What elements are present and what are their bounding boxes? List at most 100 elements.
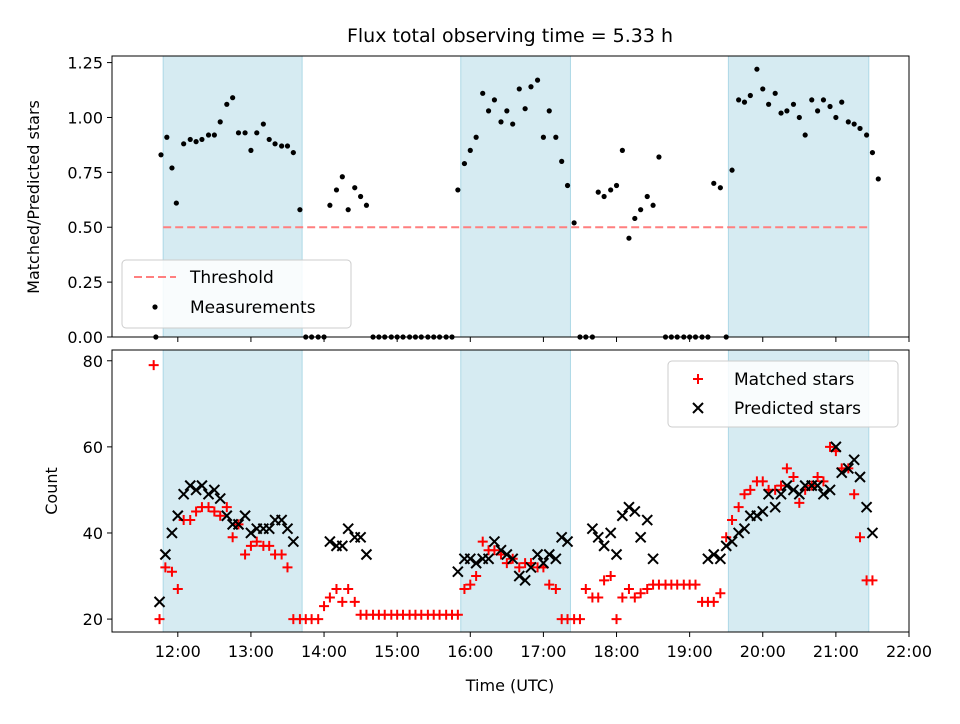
matched-star-point <box>514 562 525 573</box>
predicted-star-point-mark <box>641 514 653 526</box>
predicted-star-point-mark <box>623 501 635 513</box>
measurement-point <box>169 165 175 171</box>
measurement-point <box>461 160 468 167</box>
matched-star-point-mark <box>776 480 787 491</box>
predicted-star-point-mark <box>275 514 288 526</box>
predicted-star-point-mark <box>604 527 617 539</box>
predicted-star-point-mark <box>732 527 745 539</box>
predicted-star-point <box>793 488 806 500</box>
predicted-star-point-mark <box>360 548 373 561</box>
predicted-star-point <box>610 548 623 561</box>
predicted-star-point <box>482 553 495 565</box>
matched-star-point <box>642 583 653 594</box>
predicted-star-point-mark <box>354 531 367 543</box>
predicted-star-point-mark <box>263 522 275 535</box>
predicted-star-point-mark <box>757 505 769 518</box>
matched-star-point-mark <box>818 476 829 487</box>
legend-matched-marker-mark <box>693 374 703 384</box>
predicted-star-point-mark <box>769 501 781 513</box>
predicted-star-point <box>726 535 738 548</box>
measurement-point <box>553 134 559 140</box>
measurement-point <box>559 158 565 164</box>
predicted-star-point-mark <box>781 479 793 492</box>
predicted-star-point-mark <box>342 522 354 535</box>
predicted-star-point-mark <box>586 522 599 535</box>
matched-star-point <box>215 510 226 521</box>
measurement-point <box>796 114 802 121</box>
predicted-star-point-mark <box>714 553 727 565</box>
legend-predicted-marker-mark <box>692 402 704 414</box>
predicted-star-point <box>775 488 787 500</box>
matched-star-point <box>788 472 799 483</box>
bottom-x-tick-label: 18:00 <box>593 642 639 661</box>
bottom-legend-box <box>667 360 899 428</box>
predicted-star-point-mark <box>495 544 507 556</box>
matched-star-point-mark <box>611 614 622 625</box>
bottom-x-tick-label: 20:00 <box>740 642 786 661</box>
predicted-star-point <box>592 531 604 543</box>
measurement-point <box>181 141 187 147</box>
bottom-x-tick-label: 15:00 <box>374 642 420 661</box>
measurement-point <box>564 182 571 189</box>
predicted-star-point-mark <box>751 510 763 522</box>
predicted-star-point-mark <box>190 484 202 496</box>
measurement-point <box>827 103 833 110</box>
measurement-point <box>217 119 223 125</box>
top-shaded-region <box>460 55 571 338</box>
top-axes-frame <box>111 55 910 338</box>
measurement-point <box>747 92 753 99</box>
measurement-point <box>601 193 607 200</box>
measurement-point <box>164 134 170 140</box>
predicted-star-point <box>324 535 336 548</box>
predicted-star-point-mark <box>452 566 464 578</box>
measurement-point <box>266 136 272 143</box>
matched-star-point <box>203 502 214 513</box>
matched-star-point-mark <box>337 596 348 607</box>
matched-star-point <box>331 583 342 594</box>
measurement-point <box>193 139 199 145</box>
matched-star-point <box>245 540 256 551</box>
top-y-axis-ticks: 0.00 0.25 0.50 0.75 1.00 1.25 <box>67 54 112 347</box>
matched-star-point-mark <box>160 562 171 573</box>
predicted-star-point-mark <box>629 505 641 518</box>
top-y-tick-label: 0.25 <box>67 273 103 292</box>
measurement-point <box>613 182 620 189</box>
measurement-point <box>279 143 285 149</box>
measurement-point <box>187 136 193 143</box>
predicted-star-point <box>555 531 568 543</box>
legend-matched-label: Matched stars <box>734 370 854 390</box>
top-panel: 0.00 0.25 0.50 0.75 1.00 1.25 Matched/Predict… <box>24 54 910 347</box>
measurement-point <box>839 99 845 105</box>
matched-star-point-mark <box>215 510 226 521</box>
matched-star-point <box>191 506 202 517</box>
predicted-star-point <box>452 566 464 578</box>
measurement-point <box>242 130 248 136</box>
predicted-star-point <box>208 484 221 496</box>
matched-star-point <box>818 476 829 487</box>
predicted-star-point <box>824 484 836 496</box>
measurement-points <box>153 66 881 340</box>
predicted-star-point-mark <box>811 479 824 492</box>
measurement-point <box>632 215 638 222</box>
matched-star-point-mark <box>245 540 256 551</box>
bottom-y-axis-ticks: 20 40 60 80 <box>83 352 112 629</box>
matched-star-point-mark <box>240 549 251 560</box>
measurement-point <box>729 167 735 173</box>
matched-star-point-mark <box>593 592 604 603</box>
measurement-point <box>504 108 510 114</box>
matched-star-point <box>739 489 750 500</box>
measurement-point <box>869 149 876 156</box>
measurement-point <box>845 119 851 125</box>
measurement-point <box>363 202 370 208</box>
top-y-tick-label: 1.25 <box>67 54 103 73</box>
predicted-star-point <box>531 548 544 561</box>
bottom-y-tick-label: 60 <box>83 438 103 457</box>
predicted-star-point <box>550 553 562 565</box>
matched-star-point <box>757 476 768 487</box>
predicted-star-point-mark <box>245 527 257 539</box>
matched-star-point-mark <box>471 571 482 582</box>
measurement-point <box>480 90 486 96</box>
matched-star-point-mark <box>574 614 585 625</box>
measurement-point <box>235 130 242 136</box>
